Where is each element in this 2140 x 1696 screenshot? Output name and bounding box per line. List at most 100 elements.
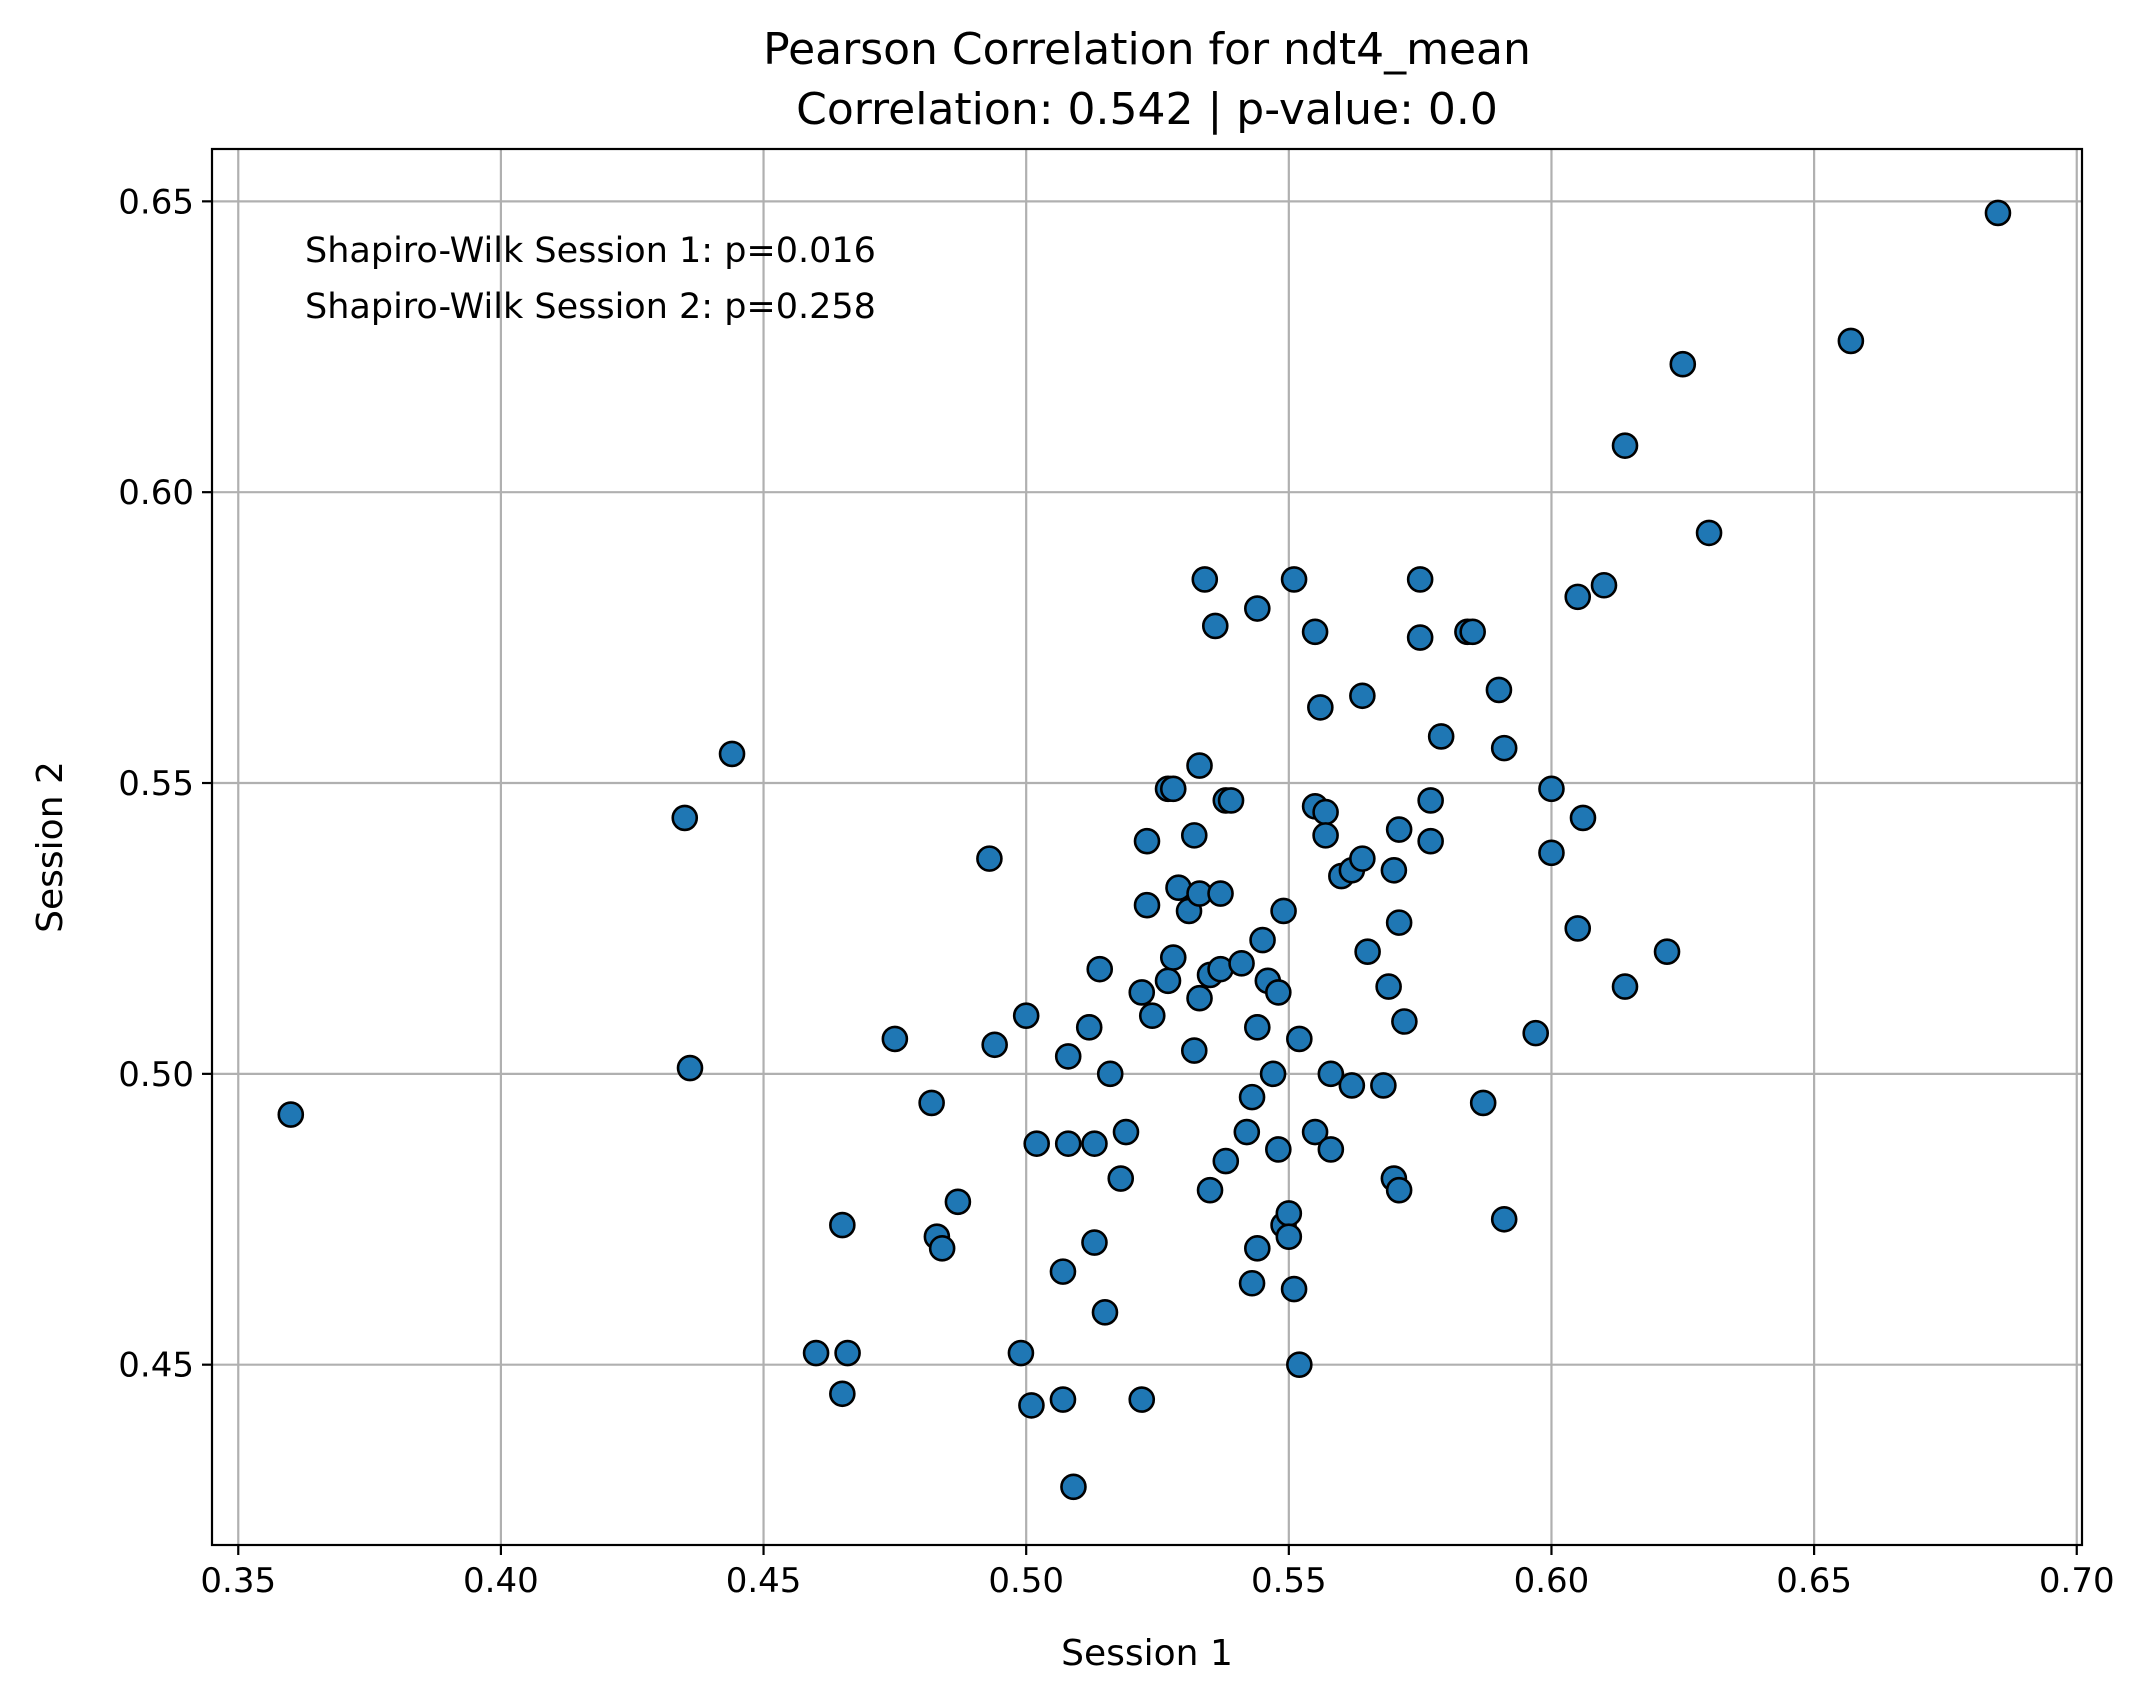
data-point — [1023, 1130, 1050, 1157]
data-point — [1538, 839, 1565, 867]
data-point — [1417, 827, 1444, 855]
data-point — [944, 1188, 972, 1216]
data-point — [1244, 1014, 1271, 1041]
data-point — [1280, 1275, 1308, 1303]
data-point — [1385, 816, 1413, 843]
y-tick-label: 0.60 — [118, 473, 194, 513]
data-point — [1138, 1002, 1166, 1029]
data-point — [671, 804, 699, 832]
x-tick-label: 0.35 — [200, 1561, 276, 1601]
x-tick-label: 0.45 — [726, 1561, 802, 1601]
data-point — [1081, 1229, 1108, 1256]
x-tick-label: 0.60 — [1514, 1561, 1590, 1601]
data-point — [1280, 566, 1308, 593]
grid-lines — [212, 149, 2082, 1545]
y-tick-label: 0.45 — [118, 1346, 194, 1386]
data-point — [1133, 891, 1161, 919]
data-point — [1984, 199, 2012, 227]
data-point — [1317, 1136, 1345, 1163]
data-point — [1669, 350, 1697, 378]
data-point — [1490, 734, 1518, 762]
data-point — [1133, 827, 1161, 855]
data-point — [1380, 856, 1408, 884]
annotation-shapiro-session-1: Shapiro-Wilk Session 1: p=0.016 — [305, 231, 876, 271]
data-point — [1265, 1136, 1292, 1163]
data-point — [1012, 1002, 1040, 1029]
data-point — [1522, 1019, 1550, 1047]
data-point — [1611, 432, 1639, 459]
data-point — [1196, 1176, 1224, 1204]
data-point — [718, 740, 746, 768]
data-point — [1007, 1339, 1035, 1367]
data-point — [1459, 618, 1486, 646]
data-point — [802, 1339, 830, 1367]
data-point — [1259, 1060, 1287, 1088]
data-point — [1385, 909, 1413, 936]
data-point — [1312, 798, 1339, 826]
data-point — [918, 1089, 945, 1117]
data-point — [976, 845, 1003, 872]
data-point — [1054, 1043, 1082, 1070]
x-tick-label: 0.65 — [1776, 1561, 1852, 1601]
data-point — [1307, 694, 1334, 721]
data-point — [1427, 723, 1455, 750]
data-point — [1238, 1083, 1266, 1111]
chart-title: Pearson Correlation for ndt4_mean — [763, 24, 1531, 75]
data-point — [1338, 1072, 1366, 1099]
data-point — [1590, 571, 1618, 599]
data-point — [981, 1031, 1008, 1059]
data-point — [1391, 1008, 1418, 1035]
data-point — [1217, 787, 1245, 814]
x-tick-label: 0.70 — [2039, 1561, 2115, 1601]
data-point — [1417, 787, 1444, 814]
data-point — [834, 1339, 861, 1367]
data-point — [1406, 624, 1434, 651]
data-point — [1354, 938, 1381, 966]
data-point — [1228, 950, 1255, 977]
data-point — [1538, 775, 1565, 803]
data-point — [1301, 1118, 1329, 1146]
data-point — [1695, 519, 1723, 547]
data-points — [277, 199, 2012, 1501]
data-point — [1186, 984, 1213, 1012]
y-axis-label: Session 2 — [30, 761, 71, 933]
data-point — [1370, 1072, 1397, 1099]
data-point — [1244, 1235, 1271, 1262]
data-point — [1186, 752, 1213, 779]
data-point — [277, 1101, 305, 1128]
data-point — [1265, 979, 1292, 1006]
data-point — [1653, 938, 1681, 966]
data-point — [1128, 979, 1156, 1006]
data-point — [1112, 1118, 1140, 1146]
data-point — [1049, 1386, 1077, 1413]
data-point — [1406, 566, 1434, 593]
data-point — [1091, 1299, 1119, 1326]
data-point — [1212, 1147, 1240, 1175]
data-point — [1081, 1130, 1108, 1157]
y-tick-label: 0.65 — [118, 182, 194, 222]
data-point — [1275, 1200, 1303, 1227]
data-point — [881, 1025, 909, 1053]
data-point — [1238, 1269, 1266, 1297]
data-point — [829, 1380, 856, 1408]
data-point — [1207, 880, 1234, 907]
data-point — [1054, 1130, 1082, 1157]
chart-subtitle: Correlation: 0.542 | p-value: 0.0 — [796, 84, 1498, 135]
data-point — [1286, 1025, 1313, 1053]
data-point — [1128, 1386, 1156, 1413]
data-point — [928, 1235, 956, 1262]
data-point — [1180, 822, 1208, 849]
x-tick-label: 0.40 — [463, 1561, 539, 1601]
data-point — [1159, 944, 1187, 971]
x-tick-label: 0.50 — [988, 1561, 1064, 1601]
data-point — [1569, 804, 1597, 832]
data-point — [1107, 1165, 1135, 1192]
data-point — [829, 1211, 856, 1239]
y-tick-label: 0.55 — [118, 764, 194, 804]
data-point — [1275, 1223, 1303, 1251]
axis-ticks: 0.35 0.40 0.45 0.50 0.55 0.60 0.65 0.70 0.45 0.50… — [118, 182, 2114, 1601]
data-point — [1286, 1351, 1313, 1378]
data-point — [1564, 915, 1592, 942]
